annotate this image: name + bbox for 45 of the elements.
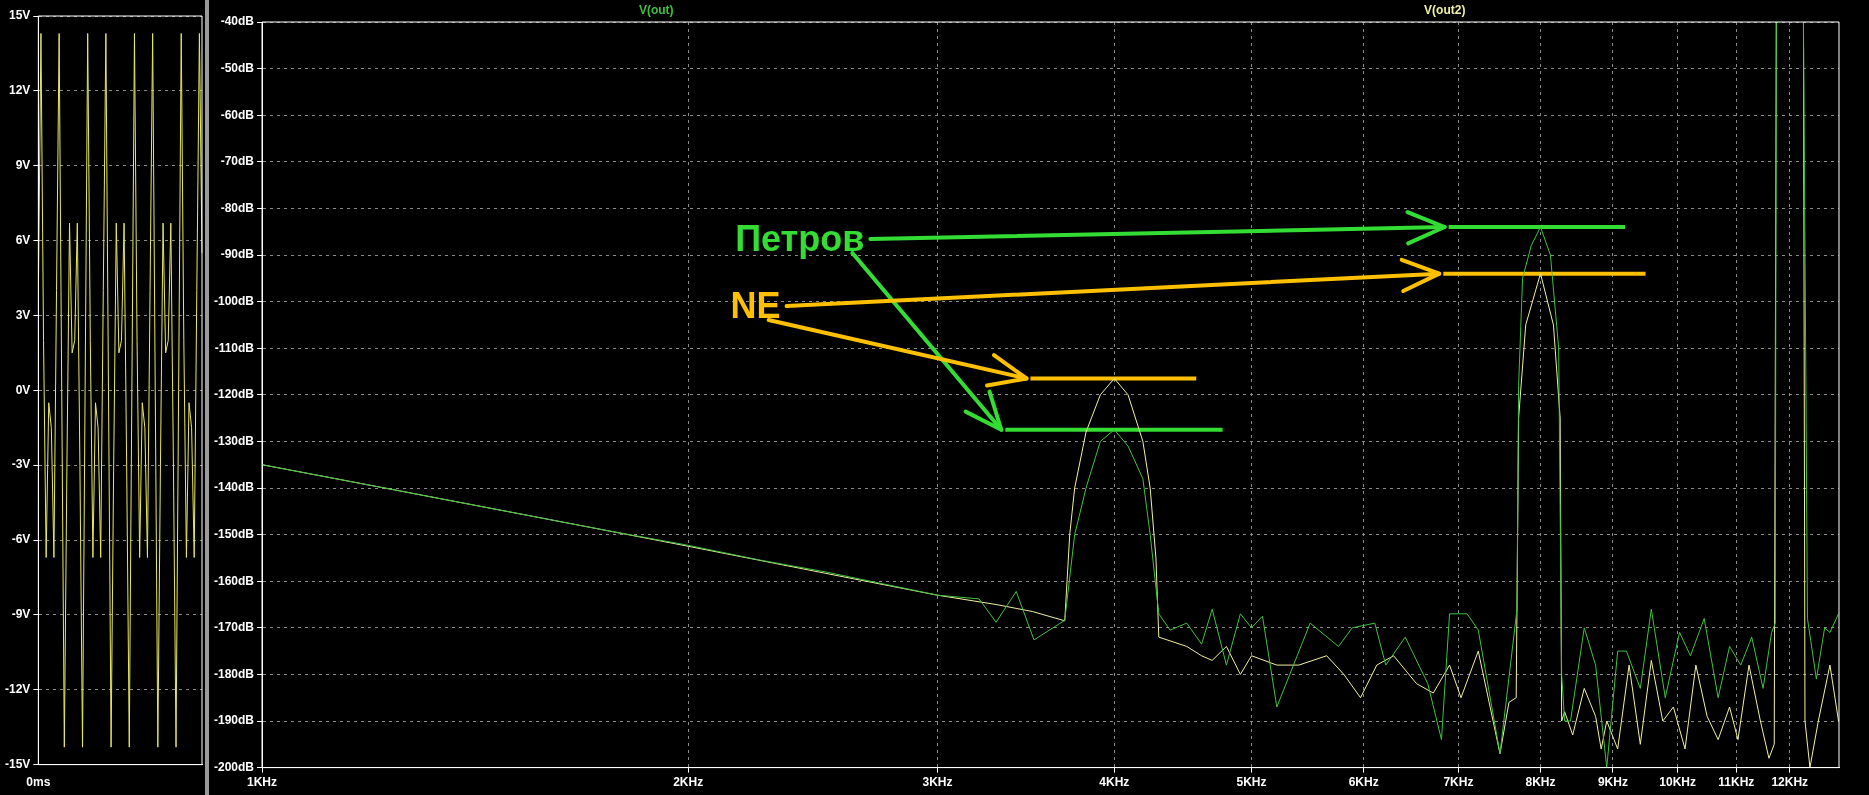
x-tick-label: 10KHz bbox=[1659, 775, 1697, 790]
x-tick-label: 9KHz bbox=[1597, 775, 1628, 790]
x-tick-label: 1KHz bbox=[247, 775, 278, 790]
text: V(out) bbox=[638, 3, 674, 18]
y-tick-label: -200dB bbox=[214, 759, 255, 774]
x-tick-label: 3KHz bbox=[922, 775, 953, 790]
y-tick-label: -40dB bbox=[220, 14, 255, 29]
y-tick-label: -3V bbox=[11, 457, 31, 472]
x-tick-label: 6KHz bbox=[1348, 775, 1379, 790]
y-tick-label: -100dB bbox=[214, 293, 255, 308]
y-tick-label: -140dB bbox=[214, 480, 255, 495]
y-tick-label: 0V bbox=[15, 382, 31, 397]
y-tick-label: -110dB bbox=[214, 340, 255, 355]
text: V(out2) bbox=[1424, 3, 1466, 18]
x-tick-label: 4KHz bbox=[1099, 775, 1130, 790]
y-tick-label: -170dB bbox=[214, 620, 255, 635]
y-tick-label: -50dB bbox=[220, 60, 255, 75]
annotation: NE bbox=[730, 284, 781, 329]
y-tick-label: -120dB bbox=[214, 387, 255, 402]
y-tick-label: 12V bbox=[8, 83, 31, 98]
x-tick-label: 11KHz bbox=[1718, 775, 1755, 790]
y-tick-label: -60dB bbox=[220, 107, 255, 122]
y-tick-label: 6V bbox=[15, 232, 31, 247]
y-tick-label: -190dB bbox=[214, 713, 255, 728]
y-tick-label: -180dB bbox=[214, 666, 255, 681]
x-tick-label: 0ms bbox=[26, 775, 51, 790]
y-tick-label: -130dB bbox=[214, 433, 255, 448]
x-tick-label: 7KHz bbox=[1443, 775, 1474, 790]
x-tick-label: 8KHz bbox=[1525, 775, 1556, 790]
y-tick-label: -150dB bbox=[214, 526, 255, 541]
y-tick-label: -90dB bbox=[220, 247, 255, 262]
y-tick-label: -6V bbox=[11, 532, 31, 547]
y-tick-label: -80dB bbox=[220, 200, 255, 215]
y-tick-label: -160dB bbox=[214, 573, 255, 588]
y-tick-label: 9V bbox=[15, 158, 31, 173]
y-tick-label: 3V bbox=[15, 307, 31, 322]
y-tick-label: 15V bbox=[8, 8, 31, 23]
x-tick-label: 2KHz bbox=[673, 775, 704, 790]
x-tick-label: 5KHz bbox=[1236, 775, 1267, 790]
y-tick-label: -15V bbox=[4, 756, 31, 771]
y-tick-label: -9V bbox=[11, 607, 31, 622]
y-tick-label: -12V bbox=[4, 682, 31, 697]
y-tick-label: -70dB bbox=[220, 154, 255, 169]
annotation: Петров bbox=[735, 216, 865, 261]
x-tick-label: 12KHz bbox=[1771, 775, 1809, 790]
